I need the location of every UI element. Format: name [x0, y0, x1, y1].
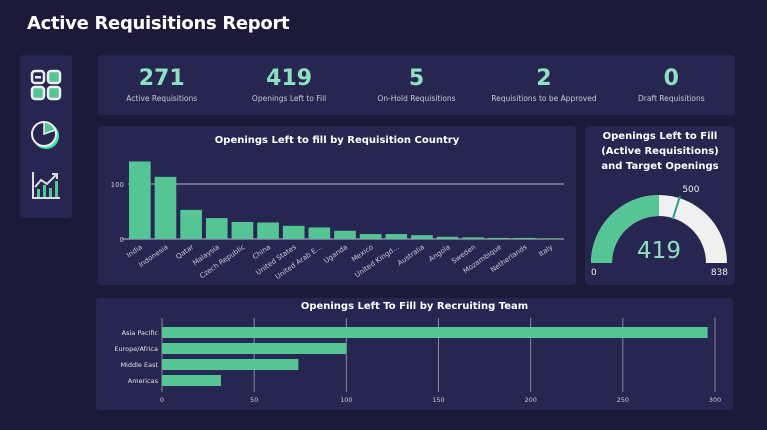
- bar-europe-africa: [162, 343, 347, 354]
- gauge-target-label: 500: [682, 185, 699, 195]
- kpi-label: Active Requisitions: [126, 94, 198, 103]
- kpi-value: 5: [408, 66, 425, 91]
- x-tick-label: Australia: [396, 243, 426, 267]
- x-tick-label: Qatar: [175, 243, 196, 261]
- x-tick-label: 300: [709, 396, 721, 404]
- gauge-value-arc: [591, 195, 659, 263]
- x-tick-label: China: [251, 243, 272, 261]
- kpi-draft: 0 Draft Requisitions: [608, 55, 735, 115]
- team-bar-chart: 0 50 100 150 200 250 300 Asia Pacific Europe/Afr…: [114, 318, 721, 404]
- gauge-min-label: 0: [591, 268, 597, 278]
- team-chart-panel: Openings Left To Fill by Recruiting Team…: [96, 298, 733, 410]
- kpi-label: Requisitions to be Approved: [491, 94, 597, 103]
- gauge-panel: Openings Left to Fill (Active Requisitio…: [585, 126, 735, 285]
- x-tick-label: 0: [160, 396, 164, 404]
- bar-united-arab-e-: [308, 227, 331, 239]
- bar-sweden: [462, 237, 485, 239]
- gauge-target-marker: [671, 195, 681, 220]
- chart-title: Openings Left To Fill by Recruiting Team: [300, 301, 529, 312]
- y-tick-label: Middle East: [120, 361, 158, 369]
- bar-qatar: [180, 209, 202, 239]
- x-tick-label: Italy: [537, 243, 554, 258]
- kpi-value: 2: [536, 66, 552, 91]
- x-tick-label: 200: [524, 396, 536, 404]
- kpi-active-requisitions: 271 Active Requisitions: [98, 55, 225, 115]
- kpi-value: 0: [663, 66, 679, 91]
- bar-united-kingd-: [385, 234, 408, 239]
- country-chart-panel: Openings Left to fill by Requisition Cou…: [98, 126, 576, 285]
- bar-mozambique: [488, 237, 510, 239]
- kpi-value: 271: [138, 66, 185, 91]
- bar-indonesia: [154, 176, 177, 239]
- x-tick-label: Czech Republic: [198, 243, 246, 280]
- bar-americas: [162, 375, 221, 386]
- page-title: Active Requisitions Report: [27, 13, 290, 34]
- x-tick-label: 50: [250, 396, 258, 404]
- kpi-label: Draft Requisitions: [638, 94, 705, 103]
- y-tick-label: Asia Pacific: [122, 329, 159, 337]
- dashboard-grid-icon[interactable]: [30, 69, 62, 101]
- sidebar: [20, 55, 72, 218]
- x-tick-label: 150: [432, 396, 444, 404]
- kpi-label: On-Hold Requisitions: [377, 94, 456, 103]
- y-tick-label: 0: [120, 236, 124, 244]
- bar-italy: [539, 238, 561, 239]
- gauge-max-label: 838: [711, 268, 728, 278]
- x-tick-label: United Kingd...: [353, 243, 400, 279]
- gauge-value-label: 419: [637, 238, 681, 264]
- y-tick-label: 100: [111, 181, 124, 189]
- line-chart-icon[interactable]: [30, 169, 62, 201]
- x-tick-label: India: [125, 243, 144, 259]
- y-tick-label: Europe/Africa: [114, 345, 158, 353]
- x-tick-label: Uganda: [322, 243, 349, 265]
- bar-china: [257, 222, 279, 239]
- bar-united-states: [282, 225, 305, 239]
- x-tick-label: United Arab E...: [274, 243, 324, 281]
- kpi-openings-left: 419 Openings Left to Fill: [225, 55, 352, 115]
- bar-middle-east: [162, 359, 299, 370]
- kpi-value: 419: [266, 66, 313, 91]
- x-tick-label: 250: [617, 396, 629, 404]
- pie-chart-icon[interactable]: [30, 119, 62, 151]
- bar-uganda: [334, 230, 356, 239]
- kpi-on-hold: 5 On-Hold Requisitions: [353, 55, 480, 115]
- kpi-label: Openings Left to Fill: [251, 94, 327, 103]
- kpi-to-be-approved: 2 Requisitions to be Approved: [480, 55, 607, 115]
- y-tick-label: Americas: [128, 377, 159, 385]
- bar-czech-republic: [231, 221, 254, 239]
- bar-malaysia: [205, 218, 228, 239]
- chart-title: Openings Left to fill by Requisition Cou…: [214, 135, 460, 146]
- x-tick-label: 100: [340, 396, 352, 404]
- gauge-chart: 500 419 0 838: [591, 185, 728, 278]
- bar-netherlands: [513, 237, 536, 239]
- bar-asia-pacific: [162, 327, 708, 338]
- bar-angola: [436, 236, 459, 239]
- bar-mexico: [359, 234, 382, 239]
- bar-india: [129, 161, 151, 239]
- bar-australia: [411, 235, 433, 239]
- x-tick-label: Indonesia: [137, 243, 169, 269]
- x-tick-label: Angola: [427, 243, 451, 263]
- kpi-strip: 271 Active Requisitions 419 Openings Left …: [98, 55, 735, 115]
- chart-title: Openings Left to Fill (Active Requisitio…: [601, 131, 719, 172]
